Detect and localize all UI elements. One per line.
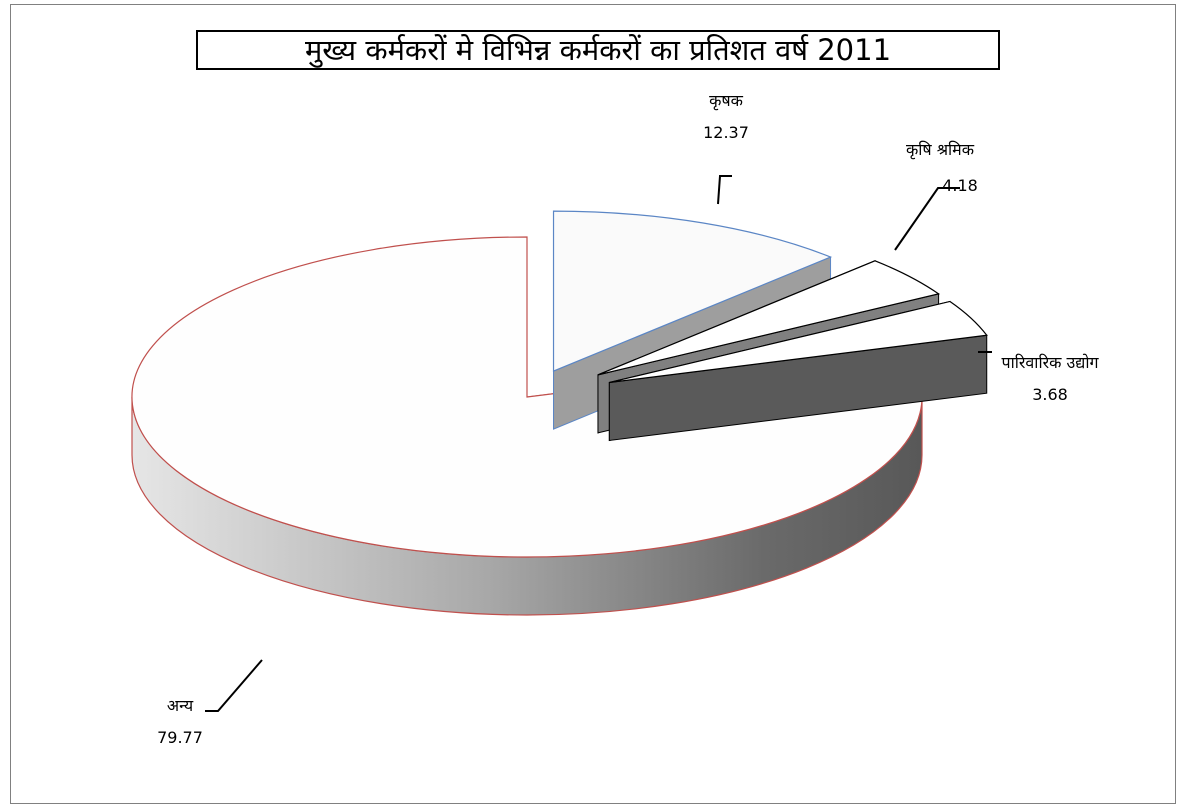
slice-label-value-4: 79.77: [157, 728, 203, 747]
slice-label-value-2: 4.18: [942, 176, 978, 195]
pie-slice-1-top: [552, 210, 833, 372]
leader-line-4: [205, 659, 263, 712]
chart-title: मुख्य कर्मकरों मे विभिन्न कर्मकरों का प्…: [196, 30, 1000, 70]
pie-slice-3: [608, 300, 988, 442]
slice-label-name-3: पारिवारिक उद्योग: [1001, 353, 1099, 372]
slice-label-name-2: कृषि श्रमिक: [906, 140, 975, 160]
pie-slice-3-top: [609, 300, 988, 384]
pie-slice-2-top: [597, 260, 941, 376]
leader-line-2: [894, 187, 960, 251]
slice-label-name-4: अन्य: [167, 696, 194, 715]
slice-label-name-1: कृषक: [709, 91, 744, 111]
leader-line-1: [717, 175, 732, 205]
slice-label-value-1: 12.37: [703, 123, 749, 142]
pie-slice-4-top: [131, 236, 923, 558]
slice-label-value-3: 3.68: [1032, 385, 1068, 404]
